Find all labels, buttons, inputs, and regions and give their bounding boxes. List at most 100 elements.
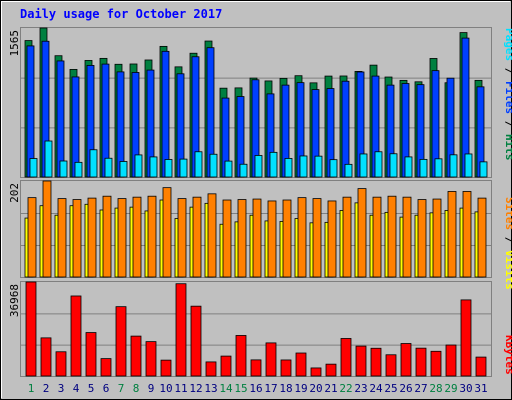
pages-bar <box>89 149 98 178</box>
kbytes-bar <box>385 354 397 377</box>
kbytes-bar <box>415 347 427 377</box>
svg-text:KBytes: KBytes <box>503 335 512 375</box>
panel-kbytes <box>20 281 492 377</box>
visits-bar <box>162 187 172 278</box>
legend-sep-3: / <box>503 230 512 250</box>
visits-bar <box>417 199 427 278</box>
visits-bar <box>222 199 232 278</box>
visits-bar <box>192 196 202 278</box>
x-tick-label: 8 <box>133 382 140 395</box>
kbytes-bar <box>220 355 232 377</box>
kbytes-bar <box>190 305 202 377</box>
visits-bar <box>132 196 142 278</box>
x-tick-label: 22 <box>339 382 352 395</box>
kbytes-bar <box>265 342 277 377</box>
legend-files: Files <box>503 81 512 114</box>
pages-bar <box>284 158 293 178</box>
legend-hits-label: Hits <box>503 134 512 161</box>
x-tick-label: 20 <box>309 382 322 395</box>
x-tick-label: 13 <box>204 382 217 395</box>
panel-visits <box>20 180 492 278</box>
pages-bar <box>179 158 188 178</box>
panel-visits-frame <box>20 180 492 278</box>
kbytes-bar <box>280 359 292 377</box>
files-bar <box>56 60 65 178</box>
visits-bar <box>102 195 112 278</box>
kbytes-bar <box>430 350 442 377</box>
kbytes-bar <box>175 283 187 377</box>
x-tick-label: 30 <box>459 382 472 395</box>
x-tick-label: 5 <box>88 382 95 395</box>
pages-bar <box>419 158 428 178</box>
x-tick-label: 15 <box>234 382 247 395</box>
pages-bar <box>29 158 38 178</box>
svg-text:Sites / Visits: Sites / Visits <box>503 197 512 290</box>
legend-sites: Sites <box>503 197 512 230</box>
legend-visits: Sites / Visits <box>503 197 512 290</box>
panel-hits-frame <box>20 27 492 178</box>
pages-bar <box>404 156 413 178</box>
visits-bar <box>462 191 472 278</box>
kbytes-bar <box>130 335 142 377</box>
x-tick-label: 17 <box>264 382 277 395</box>
visits-bar <box>342 196 352 278</box>
visits-bar <box>372 196 382 278</box>
visits-bar <box>237 199 247 278</box>
visits-bar <box>87 197 97 278</box>
x-tick-label: 28 <box>429 382 442 395</box>
visits-bar <box>282 199 292 278</box>
pages-bar <box>74 161 83 178</box>
x-tick-label: 16 <box>249 382 262 395</box>
pages-bar <box>194 151 203 178</box>
x-tick-label: 21 <box>324 382 337 395</box>
files-bar <box>161 50 170 178</box>
pages-bar <box>119 161 128 178</box>
kbytes-bar <box>325 363 337 377</box>
x-axis-labels: 1 2 3 4 5 6 7 8 9 10 11 12 13 14 15 16 17 18 19 20 21 22 23 24 2… <box>28 382 488 395</box>
visits-bar <box>477 197 487 278</box>
kbytes-bar <box>460 299 472 377</box>
pages-bar <box>59 160 68 178</box>
pages-bar <box>359 153 368 178</box>
visits-bar <box>447 191 457 278</box>
x-tick-label: 26 <box>399 382 412 395</box>
kbytes-bar <box>235 335 247 377</box>
visits-bar <box>252 198 262 278</box>
x-tick-label: 25 <box>384 382 397 395</box>
pages-bar <box>374 151 383 178</box>
hits-ymax-label: 1565 <box>8 30 21 57</box>
legend-kbytes-label: KBytes <box>503 335 512 375</box>
kbytes-bar <box>475 356 487 377</box>
legend-kbytes: KBytes <box>503 335 512 375</box>
panel-hits <box>20 27 492 178</box>
legend-sep-1: / <box>503 61 512 81</box>
x-tick-label: 18 <box>279 382 292 395</box>
kbytes-bar <box>145 341 157 377</box>
x-tick-label: 3 <box>58 382 65 395</box>
visits-bar <box>147 195 157 278</box>
files-bar <box>26 45 35 178</box>
kbytes-bar <box>70 295 82 377</box>
kbytes-bar <box>115 306 127 377</box>
kbytes-bar <box>160 359 172 377</box>
x-tick-label: 9 <box>148 382 155 395</box>
x-tick-label: 6 <box>103 382 110 395</box>
pages-bar <box>434 158 443 178</box>
kbytes-bar <box>250 359 262 377</box>
visits-bar <box>207 193 217 278</box>
files-bar <box>341 80 350 178</box>
pages-bar <box>269 151 278 178</box>
kbytes-bar <box>340 338 352 377</box>
kbytes-ymax-label: 36968 <box>8 284 21 317</box>
visits-bar <box>327 200 337 278</box>
pages-bar <box>149 156 158 178</box>
visits-bar <box>402 196 412 278</box>
pages-bar <box>449 154 458 178</box>
x-tick-label: 2 <box>43 382 50 395</box>
x-tick-label: 24 <box>369 382 383 395</box>
x-tick-label: 1 <box>28 382 35 395</box>
kbytes-bar <box>205 361 217 377</box>
panel-kbytes-frame <box>20 281 492 377</box>
kbytes-bar <box>40 337 52 377</box>
